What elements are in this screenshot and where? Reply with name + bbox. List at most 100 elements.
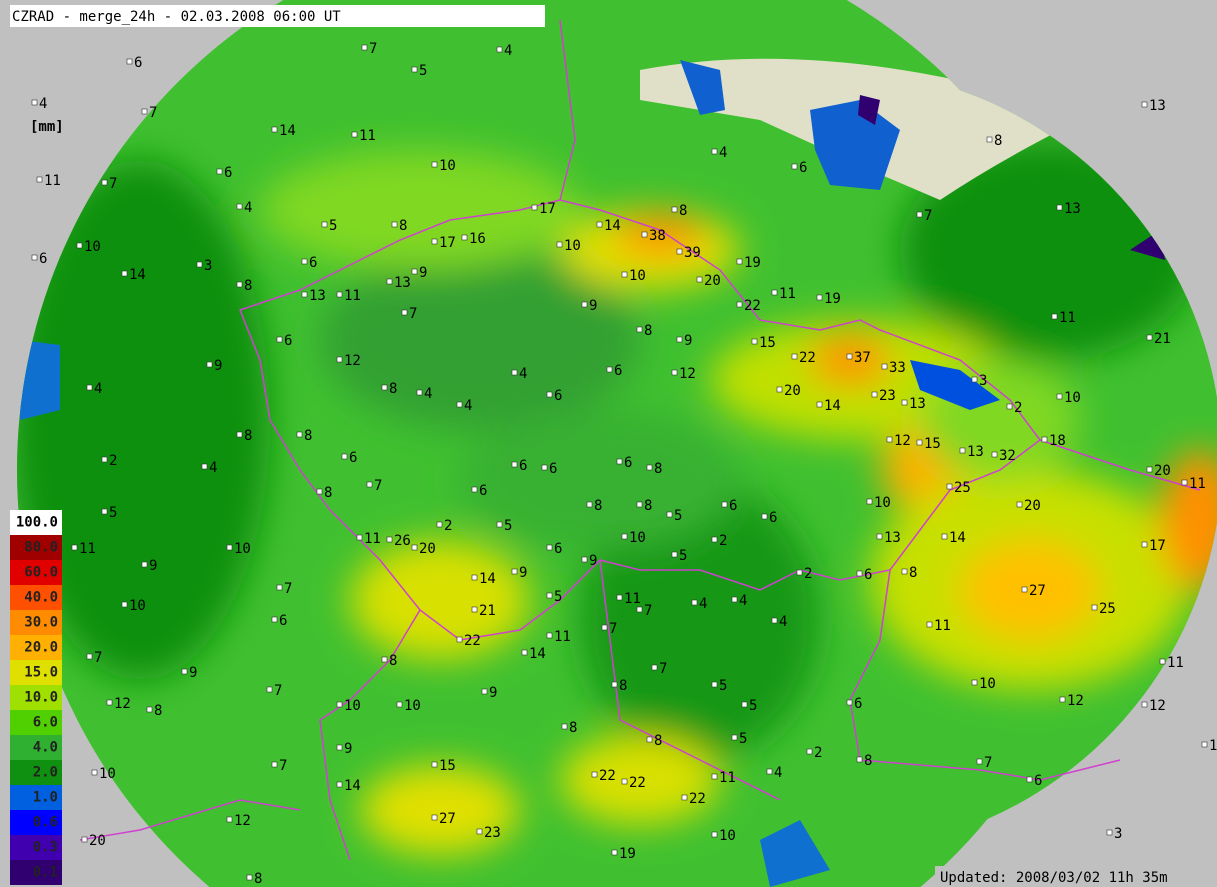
station-value: 7 bbox=[644, 603, 652, 619]
station-marker bbox=[562, 724, 567, 729]
station-value: 9 bbox=[189, 665, 197, 681]
station-value: 5 bbox=[679, 548, 687, 564]
station-marker bbox=[737, 302, 742, 307]
station-value: 4 bbox=[739, 593, 747, 609]
station-marker bbox=[217, 169, 222, 174]
station-marker bbox=[622, 534, 627, 539]
station-marker bbox=[512, 462, 517, 467]
station-value: 10 bbox=[719, 828, 736, 844]
station-value: 4 bbox=[699, 596, 707, 612]
station-value: 7 bbox=[284, 581, 292, 597]
station-value: 22 bbox=[689, 791, 706, 807]
station-value: 6 bbox=[554, 388, 562, 404]
station-value: 14 bbox=[129, 267, 146, 283]
station-value: 6 bbox=[1034, 773, 1042, 789]
station-value: 11 bbox=[1167, 655, 1184, 671]
station-value: 7 bbox=[149, 105, 157, 121]
station-value: 3 bbox=[1114, 826, 1122, 842]
station-value: 9 bbox=[149, 558, 157, 574]
station-value: 8 bbox=[244, 428, 252, 444]
station-value: 7 bbox=[109, 176, 117, 192]
station-value: 14 bbox=[824, 398, 841, 414]
station-marker bbox=[142, 562, 147, 567]
station-marker bbox=[602, 625, 607, 630]
station-marker bbox=[472, 487, 477, 492]
station-value: 8 bbox=[644, 498, 652, 514]
station-marker bbox=[382, 657, 387, 662]
station-value: 6 bbox=[39, 251, 47, 267]
station-value: 4 bbox=[244, 200, 252, 216]
station-marker bbox=[302, 292, 307, 297]
station-marker bbox=[972, 680, 977, 685]
station-value: 14 bbox=[604, 218, 621, 234]
station-value: 6 bbox=[134, 55, 142, 71]
station-value: 5 bbox=[719, 678, 727, 694]
station-value: 11 bbox=[44, 173, 61, 189]
station-marker bbox=[317, 489, 322, 494]
station-marker bbox=[1182, 480, 1187, 485]
station-marker bbox=[1027, 777, 1032, 782]
station-marker bbox=[697, 277, 702, 282]
station-value: 2 bbox=[109, 453, 117, 469]
station-marker bbox=[1160, 659, 1165, 664]
station-marker bbox=[37, 177, 42, 182]
station-value: 8 bbox=[304, 428, 312, 444]
station-value: 10 bbox=[99, 766, 116, 782]
station-value: 6 bbox=[279, 613, 287, 629]
station-value: 25 bbox=[1099, 601, 1116, 617]
station-value: 5 bbox=[419, 63, 427, 79]
station-marker bbox=[767, 769, 772, 774]
station-value: 19 bbox=[824, 291, 841, 307]
station-value: 7 bbox=[659, 661, 667, 677]
station-value: 22 bbox=[799, 350, 816, 366]
station-value: 11 bbox=[344, 288, 361, 304]
station-marker bbox=[987, 137, 992, 142]
station-value: 20 bbox=[1154, 463, 1171, 479]
station-value: 12 bbox=[894, 433, 911, 449]
station-value: 10 bbox=[1064, 390, 1081, 406]
station-value: 8 bbox=[994, 133, 1002, 149]
station-value: 10 bbox=[129, 598, 146, 614]
station-value: 6 bbox=[729, 498, 737, 514]
station-marker bbox=[792, 164, 797, 169]
station-marker bbox=[587, 502, 592, 507]
station-value: 12 bbox=[114, 696, 131, 712]
station-value: 6 bbox=[479, 483, 487, 499]
station-value: 14 bbox=[529, 646, 546, 662]
station-marker bbox=[277, 337, 282, 342]
station-marker bbox=[677, 337, 682, 342]
station-value: 10 bbox=[629, 268, 646, 284]
station-value: 23 bbox=[879, 388, 896, 404]
station-marker bbox=[102, 180, 107, 185]
station-marker bbox=[722, 502, 727, 507]
station-marker bbox=[392, 222, 397, 227]
station-marker bbox=[712, 832, 717, 837]
station-marker bbox=[817, 295, 822, 300]
station-value: 8 bbox=[654, 733, 662, 749]
station-value: 4 bbox=[519, 366, 527, 382]
station-value: 7 bbox=[924, 208, 932, 224]
station-marker bbox=[352, 132, 357, 137]
station-marker bbox=[237, 282, 242, 287]
station-marker bbox=[617, 459, 622, 464]
station-marker bbox=[902, 400, 907, 405]
station-marker bbox=[682, 795, 687, 800]
station-value: 6 bbox=[624, 455, 632, 471]
legend-label: 20.0 bbox=[24, 640, 58, 656]
station-marker bbox=[667, 512, 672, 517]
map: CZRAD - merge_24h - 02.03.2008 06:00 UT … bbox=[0, 0, 1217, 887]
station-marker bbox=[102, 509, 107, 514]
station-marker bbox=[712, 537, 717, 542]
station-marker bbox=[432, 762, 437, 767]
station-marker bbox=[917, 440, 922, 445]
station-marker bbox=[557, 242, 562, 247]
station-marker bbox=[1142, 542, 1147, 547]
station-marker bbox=[512, 370, 517, 375]
station-marker bbox=[772, 618, 777, 623]
station-marker bbox=[417, 390, 422, 395]
station-value: 37 bbox=[854, 350, 871, 366]
station-value: 8 bbox=[569, 720, 577, 736]
legend-label: 60.0 bbox=[24, 565, 58, 581]
station-marker bbox=[397, 702, 402, 707]
station-marker bbox=[1042, 437, 1047, 442]
